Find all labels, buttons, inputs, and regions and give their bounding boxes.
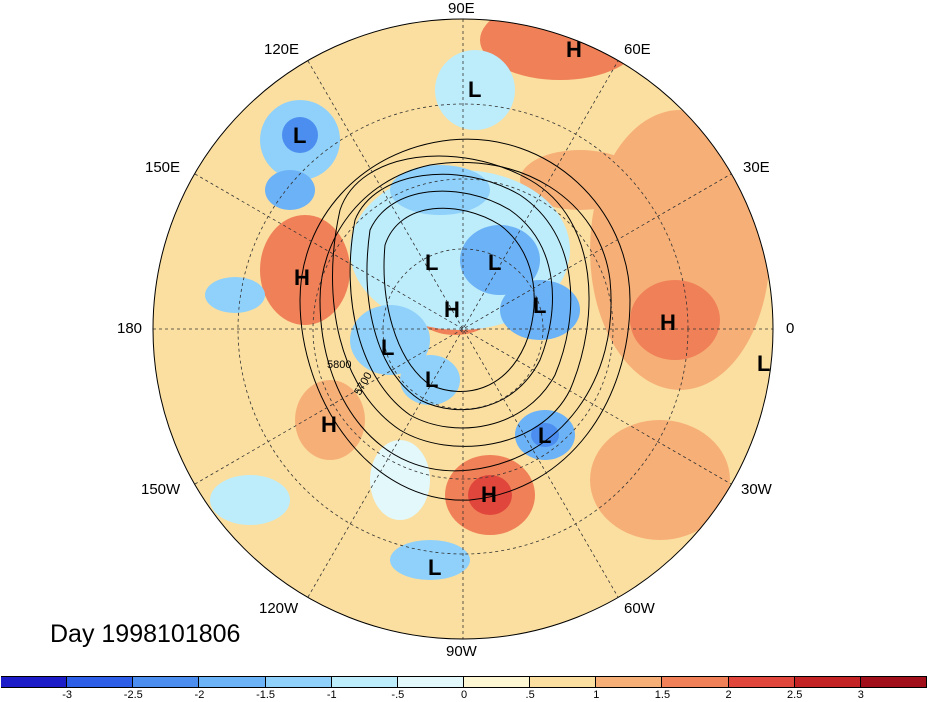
pressure-center: H <box>660 310 676 335</box>
pressure-center: L <box>533 293 546 318</box>
pressure-center: L <box>538 423 551 448</box>
pressure-center: L <box>381 335 394 360</box>
map-border <box>152 18 774 640</box>
colorbar-swatch <box>794 677 861 687</box>
lon-label-0: 0 <box>786 320 795 337</box>
colorbar-tick-label: 1.5 <box>654 689 671 701</box>
colorbar-swatch <box>199 677 266 687</box>
pressure-center: H <box>294 265 310 290</box>
pressure-centers: H L L L L L H L H L L L H L H H <box>293 37 770 580</box>
colorbar-swatch <box>728 677 795 687</box>
lon-label-120w: 120W <box>259 600 299 617</box>
pressure-center: L <box>425 250 438 275</box>
colorbar-tick-label: -.5 <box>391 689 405 701</box>
contour-label-5800: 5800 <box>327 359 351 371</box>
pressure-center: L <box>757 351 770 376</box>
colorbar-tick-label: -2 <box>194 689 205 701</box>
pressure-center: L <box>425 367 438 392</box>
colorbar-tick-label: 3 <box>857 689 864 701</box>
height-contours <box>299 138 631 501</box>
colorbar-tick-label: .5 <box>525 689 535 701</box>
colorbar <box>1 676 927 688</box>
colorbar-tick-label: -1 <box>326 689 337 701</box>
colorbar-swatch <box>464 677 531 687</box>
page-title: Day 1998101806 <box>50 620 241 648</box>
colorbar-tick-label: -3 <box>62 689 73 701</box>
colorbar-tick-label: 0 <box>460 689 468 701</box>
pressure-center: H <box>481 482 497 507</box>
colorbar-swatch <box>860 677 927 687</box>
colorbar-swatch <box>397 677 464 687</box>
lon-label-90w: 90W <box>446 643 477 660</box>
lon-label-30w: 30W <box>741 481 772 498</box>
colorbar-swatch <box>331 677 398 687</box>
colorbar-tick-label: 2 <box>725 689 732 701</box>
colorbar-swatch <box>662 677 729 687</box>
colorbar-swatch <box>133 677 200 687</box>
lon-label-60w: 60W <box>624 600 655 617</box>
lon-label-150e: 150E <box>145 159 181 176</box>
pressure-center: H <box>566 37 582 62</box>
lon-label-30e: 30E <box>743 159 770 176</box>
pressure-center: L <box>293 123 306 148</box>
lon-label-60e: 60E <box>624 41 651 58</box>
colorbar-swatch <box>1 677 68 687</box>
graticule <box>153 19 773 639</box>
colorbar-tick-label: 1 <box>593 689 600 701</box>
anomaly-field <box>153 19 773 639</box>
colorbar-swatch <box>596 677 663 687</box>
polar-map: 5800 5700 H L L L L L H L H L L L H L H … <box>152 18 774 640</box>
colorbar-tick-label: -2.5 <box>123 689 143 701</box>
colorbar-swatch <box>530 677 597 687</box>
pressure-center: H <box>444 297 460 322</box>
pressure-center: L <box>488 250 501 275</box>
lon-label-120e: 120E <box>264 41 300 58</box>
colorbar-swatch <box>265 677 332 687</box>
lon-label-90e: 90E <box>448 0 475 17</box>
colorbar-tick-label: -1.5 <box>256 689 276 701</box>
colorbar-tick-label: 2.5 <box>787 689 803 701</box>
pressure-center: L <box>428 555 441 580</box>
pressure-center: H <box>321 412 337 437</box>
pressure-center: L <box>468 77 481 102</box>
lon-label-180: 180 <box>117 320 143 337</box>
colorbar-swatch <box>67 677 134 687</box>
lon-label-150w: 150W <box>141 481 181 498</box>
